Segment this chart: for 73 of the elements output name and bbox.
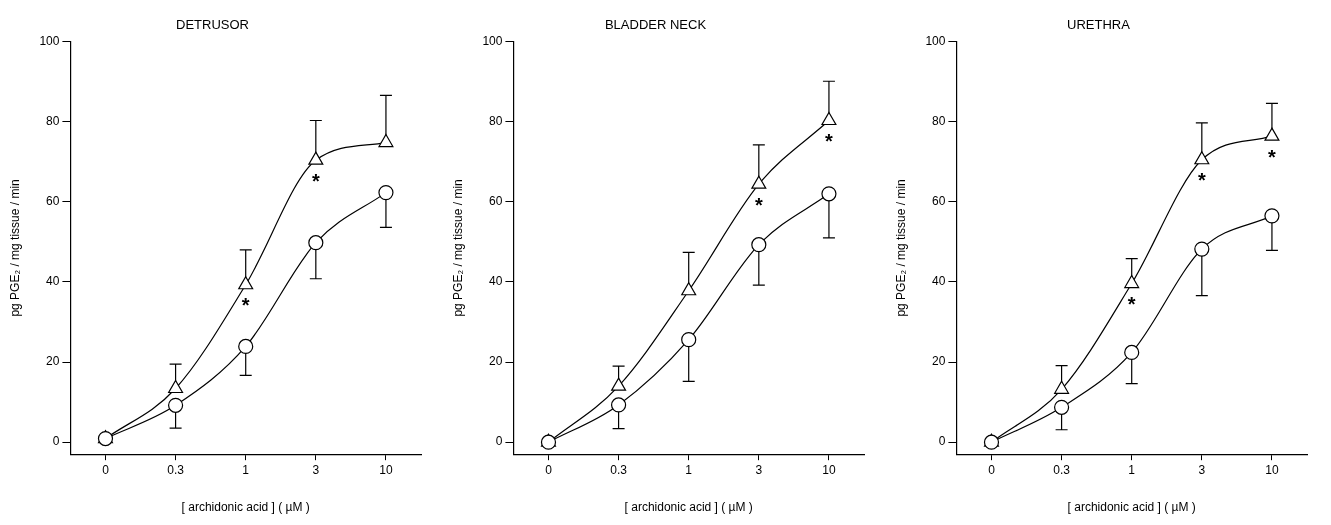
point: [378, 133, 394, 148]
annotation: *: [241, 294, 250, 317]
point: [308, 151, 324, 165]
point: [611, 377, 627, 391]
point: [681, 282, 697, 296]
y-tick-label: 80: [489, 114, 503, 129]
point: [1124, 344, 1140, 361]
point: [378, 185, 394, 201]
point: [168, 379, 184, 394]
x-tick-label: 3: [312, 462, 320, 477]
y-tick-label: 20: [932, 354, 946, 369]
annotation: *: [754, 193, 763, 216]
point: [751, 237, 767, 253]
point: [1264, 208, 1280, 224]
x-axis-title: [ archidonic acid ] ( µM ): [1067, 500, 1196, 515]
y-tick-label: 80: [932, 114, 946, 129]
x-tick-label: 0: [102, 462, 110, 477]
y-tick-label: 40: [932, 274, 946, 289]
x-tick-label: 10: [379, 462, 393, 477]
y-tick-label: 20: [46, 354, 60, 369]
y-tick-label: 80: [46, 114, 60, 129]
y-axis-title: pg PGE₂ / mg tissue / min: [450, 179, 465, 317]
x-tick-label: 0: [545, 462, 553, 477]
x-tick-label: 1: [685, 462, 693, 477]
point: [611, 397, 627, 413]
x-tick-label: 10: [1265, 462, 1279, 477]
chart-title: BLADDER NECK: [604, 17, 707, 33]
x-tick-label: 3: [755, 462, 763, 477]
x-tick-label: 1: [1128, 462, 1136, 477]
point: [238, 276, 254, 290]
annotation: *: [1197, 169, 1206, 192]
y-tick-label: 40: [46, 274, 60, 289]
annotation: *: [825, 130, 834, 153]
y-tick-label: 0: [495, 434, 503, 449]
point: [1194, 241, 1210, 257]
point: [1054, 399, 1070, 415]
point: [821, 111, 837, 126]
x-tick-label: 0.3: [1053, 462, 1071, 477]
point: [821, 186, 837, 202]
point: [238, 338, 254, 355]
y-axis-title: pg PGE₂ / mg tissue / min: [893, 179, 908, 317]
point: [168, 397, 184, 413]
annotation: *: [1127, 293, 1136, 316]
y-tick-label: 100: [482, 33, 503, 48]
y-tick-label: 100: [925, 33, 946, 48]
x-axis-title: [ archidonic acid ] ( µM ): [624, 500, 753, 515]
x-tick-label: 0.3: [167, 462, 185, 477]
y-tick-label: 0: [938, 434, 946, 449]
chart-title: URETHRA: [1067, 17, 1131, 33]
point: [1054, 380, 1070, 394]
point: [681, 332, 697, 348]
chart-title: DETRUSOR: [176, 17, 249, 33]
y-tick-label: 20: [489, 354, 503, 369]
annotation: *: [311, 169, 320, 192]
point: [751, 175, 767, 189]
y-tick-label: 60: [489, 194, 503, 209]
y-tick-label: 60: [46, 194, 60, 209]
x-tick-label: 1: [242, 462, 250, 477]
x-tick-label: 10: [822, 462, 836, 477]
y-axis-title: pg PGE₂ / mg tissue / min: [7, 179, 22, 317]
x-tick-label: 0: [988, 462, 996, 477]
point: [1264, 127, 1280, 141]
point: [1124, 274, 1140, 289]
point: [308, 235, 324, 251]
x-axis-title: [ archidonic acid ] ( µM ): [181, 500, 310, 515]
y-tick-label: 40: [489, 274, 503, 289]
x-tick-label: 3: [1198, 462, 1206, 477]
annotation: *: [1268, 145, 1277, 168]
x-tick-label: 0.3: [610, 462, 628, 477]
y-tick-label: 60: [932, 194, 946, 209]
y-tick-label: 100: [39, 33, 60, 48]
point: [1194, 151, 1210, 165]
y-tick-label: 0: [52, 434, 60, 449]
